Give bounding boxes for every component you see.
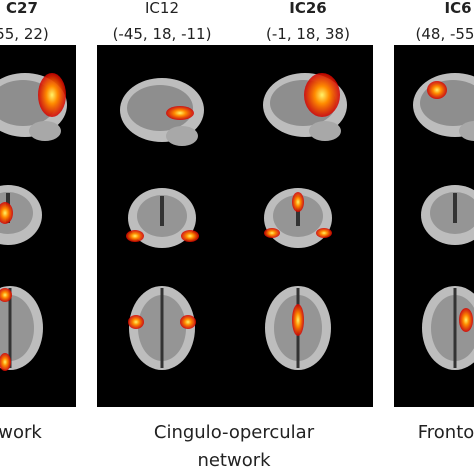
column-title: IC12 — [145, 0, 179, 17]
column-title: IC26 — [289, 0, 326, 17]
caption: network — [197, 450, 271, 471]
caption: Cingulo-opercular — [154, 422, 315, 443]
coordinates: (-1, 18, 38) — [266, 25, 350, 43]
column-title: C27 — [6, 0, 38, 17]
coordinates: (-45, 18, -11) — [113, 25, 212, 43]
coordinates: 55, 22) — [0, 25, 49, 43]
column-title: IC6 — [444, 0, 471, 17]
coordinates: (48, -55 — [416, 25, 474, 43]
caption: Fronto — [418, 422, 474, 443]
caption: work — [0, 422, 42, 443]
